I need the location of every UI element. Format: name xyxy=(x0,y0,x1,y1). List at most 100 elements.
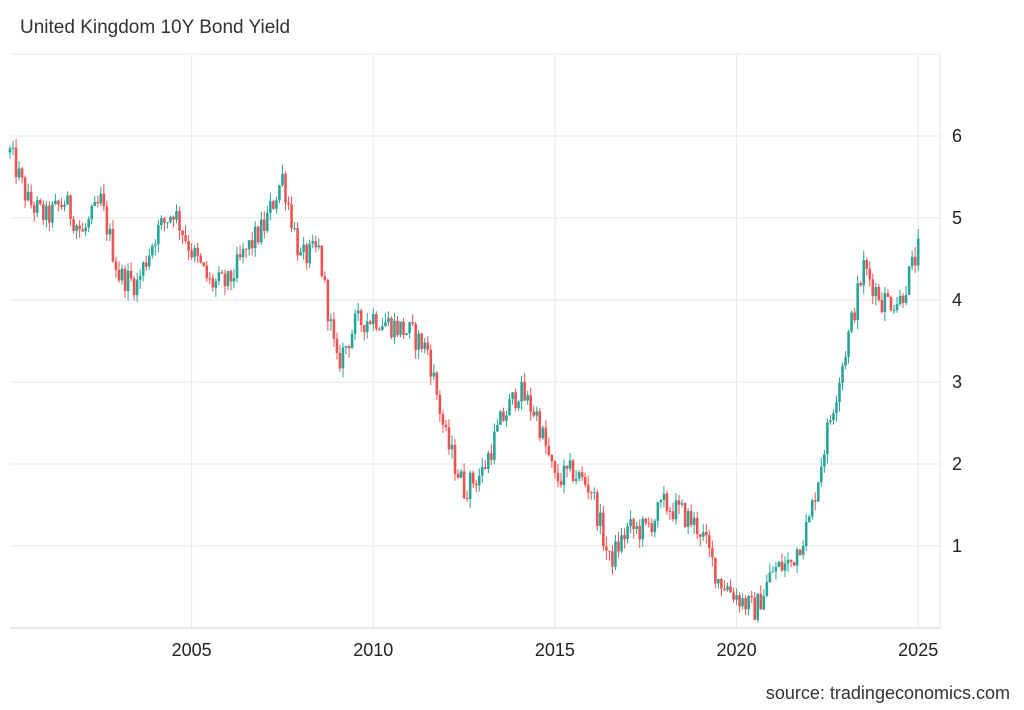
candle-body xyxy=(562,465,566,486)
candle-body xyxy=(226,271,230,287)
candle-body xyxy=(741,598,744,607)
candle-body xyxy=(359,310,363,326)
candle-body xyxy=(705,532,708,536)
candle-body xyxy=(320,245,324,277)
candle-body xyxy=(898,295,902,305)
candle-body xyxy=(211,278,215,288)
candle-body xyxy=(29,191,33,206)
candle-body xyxy=(813,500,817,502)
candle-body xyxy=(674,500,678,520)
candle-body xyxy=(187,240,190,251)
candle-body xyxy=(287,202,290,205)
candle-body xyxy=(765,582,769,596)
candle-body xyxy=(338,352,342,369)
candle-body xyxy=(217,272,221,282)
candle-body xyxy=(823,454,826,467)
candle-body xyxy=(574,478,578,481)
candle-body xyxy=(99,193,103,204)
grid-layer xyxy=(10,53,941,628)
candle-body xyxy=(163,218,166,223)
candle-body xyxy=(181,230,184,236)
candle-body xyxy=(453,444,457,474)
candle-body xyxy=(444,424,448,428)
candle-body xyxy=(862,260,865,286)
candle-layer xyxy=(8,138,920,623)
candle-body xyxy=(523,381,526,401)
candle-body xyxy=(520,381,523,402)
candle-body xyxy=(429,349,433,377)
candle-body xyxy=(617,541,620,552)
candle-body xyxy=(393,320,396,338)
candle-body xyxy=(290,204,293,229)
candle-body xyxy=(629,519,632,527)
candle-body xyxy=(278,185,281,201)
candle-body xyxy=(90,206,94,220)
candle-body xyxy=(795,549,799,566)
candle-body xyxy=(384,322,387,327)
candle-body xyxy=(66,195,69,205)
candle-body xyxy=(329,319,333,322)
candle-body xyxy=(196,247,199,256)
candle-body xyxy=(599,512,602,527)
candle-body xyxy=(299,251,302,256)
candle-body xyxy=(774,566,778,572)
candle-body xyxy=(907,266,911,295)
candle-body xyxy=(502,411,505,421)
candle-body xyxy=(102,193,106,207)
candle-body xyxy=(568,460,572,469)
candle-body xyxy=(720,579,723,589)
candle-body xyxy=(193,247,196,258)
candle-body xyxy=(538,411,542,439)
candle-body xyxy=(123,268,127,292)
candle-body xyxy=(529,395,532,412)
candle-body xyxy=(550,455,554,462)
candle-body xyxy=(450,444,454,450)
candle-body xyxy=(668,511,672,513)
candle-body xyxy=(399,321,402,335)
candle-body xyxy=(611,551,614,567)
candle-body xyxy=(535,411,539,416)
candle-body xyxy=(190,250,193,258)
candle-body xyxy=(244,248,248,250)
candle-body xyxy=(871,279,875,297)
candle-body xyxy=(108,228,112,235)
candle-body xyxy=(901,295,905,303)
x-tick-label: 2005 xyxy=(172,640,212,660)
candle-body xyxy=(417,333,420,350)
candle-body xyxy=(63,204,66,207)
y-tick-label: 4 xyxy=(952,290,962,310)
candle-body xyxy=(777,561,781,567)
candle-body xyxy=(387,317,390,323)
candle-body xyxy=(350,333,354,349)
candle-body xyxy=(653,520,657,533)
candle-body xyxy=(847,331,850,357)
candle-body xyxy=(641,518,645,540)
candle-body xyxy=(880,300,884,313)
candle-body xyxy=(78,225,81,230)
candle-body xyxy=(662,493,666,500)
candle-body xyxy=(232,278,236,282)
candle-body xyxy=(390,317,393,338)
candle-body xyxy=(517,401,520,409)
candle-body xyxy=(426,342,430,350)
candle-body xyxy=(335,338,339,353)
candle-body xyxy=(205,265,209,279)
candle-body xyxy=(371,314,375,324)
candle-body xyxy=(160,218,163,226)
candle-body xyxy=(223,273,227,287)
candle-body xyxy=(72,219,75,231)
candle-body xyxy=(432,372,436,377)
candle-body xyxy=(202,262,206,266)
candle-body xyxy=(256,226,260,243)
candle-body xyxy=(541,427,545,439)
candle-body xyxy=(75,225,78,231)
candle-body xyxy=(559,481,563,486)
candle-body xyxy=(865,260,869,269)
candle-body xyxy=(117,269,121,281)
candle-body xyxy=(220,272,224,274)
candle-body xyxy=(32,205,36,213)
candle-body xyxy=(614,541,617,567)
candle-body xyxy=(692,517,696,525)
candle-body xyxy=(753,597,757,620)
candle-body xyxy=(711,548,714,558)
